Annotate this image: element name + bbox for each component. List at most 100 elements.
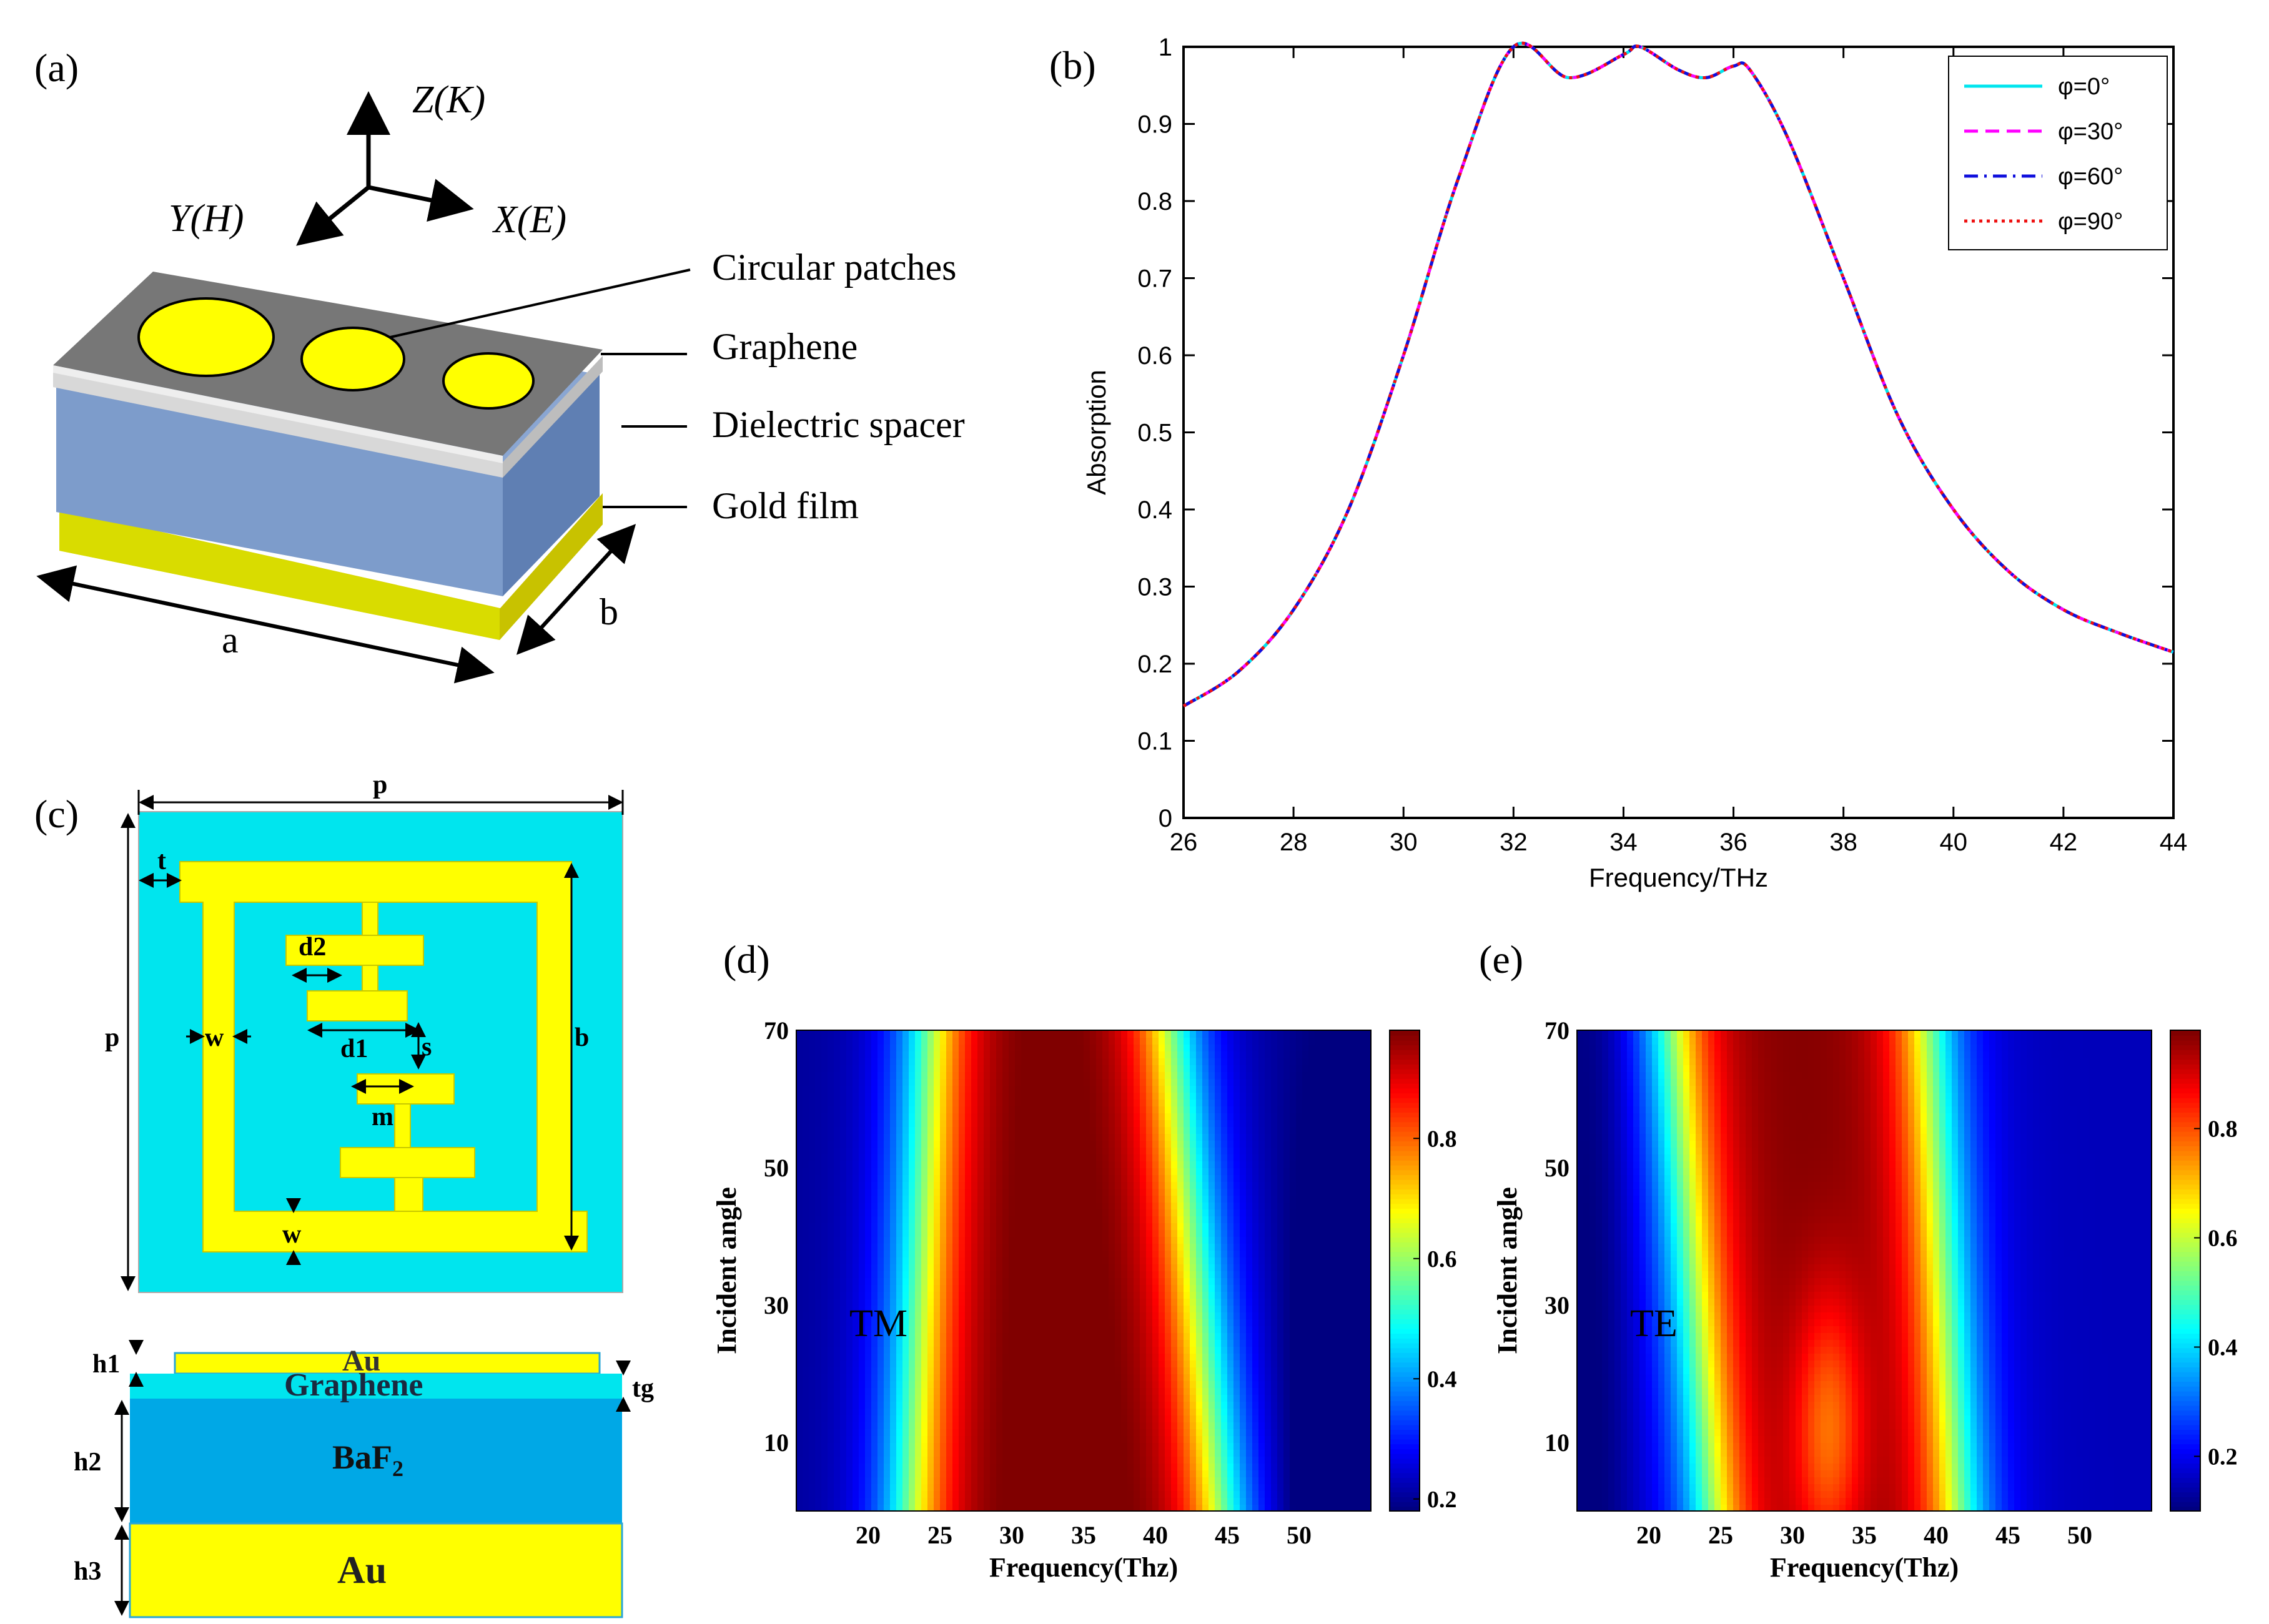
heatmap-cell <box>877 1490 884 1498</box>
heatmap-cell <box>1102 1277 1109 1285</box>
heatmap-cell <box>959 1037 966 1045</box>
heatmap-cell <box>940 1277 947 1285</box>
heatmap-cell <box>1015 1209 1022 1216</box>
heatmap-cell <box>1065 1030 1072 1038</box>
heatmap-cell <box>821 1037 828 1045</box>
heatmap-cell <box>809 1051 816 1058</box>
heatmap-cell <box>1152 1429 1159 1436</box>
heatmap-cell <box>1052 1401 1059 1409</box>
heatmap-cell <box>828 1120 834 1127</box>
heatmap-cell <box>934 1435 941 1443</box>
heatmap-cell <box>1077 1353 1084 1361</box>
heatmap-cell <box>821 1065 828 1072</box>
heatmap-cell <box>915 1264 922 1271</box>
heatmap-cell <box>1009 1463 1016 1470</box>
heatmap-cell <box>909 1065 916 1072</box>
heatmap-cell <box>1065 1277 1072 1285</box>
heatmap-cell <box>877 1216 884 1223</box>
heatmap-cell <box>934 1319 941 1326</box>
heatmap-cell <box>1127 1168 1134 1175</box>
heatmap-cell <box>1065 1367 1072 1374</box>
heatmap-cell <box>1059 1380 1065 1388</box>
heatmap-cell <box>859 1353 866 1361</box>
heatmap-cell <box>1196 1408 1203 1415</box>
heatmap-cell <box>809 1044 816 1051</box>
heatmap-cell <box>1059 1202 1065 1209</box>
heatmap-cell <box>1134 1490 1140 1498</box>
heatmap-cell <box>1090 1257 1097 1264</box>
heatmap-cell <box>1209 1470 1215 1477</box>
heatmap-cell <box>971 1277 978 1285</box>
heatmap-cell <box>1015 1339 1022 1347</box>
heatmap-cell <box>1034 1284 1041 1292</box>
heatmap-cell <box>1009 1298 1016 1306</box>
heatmap-cell <box>965 1078 972 1086</box>
heatmap-cell <box>1134 1223 1140 1230</box>
heatmap-cell <box>1146 1216 1153 1223</box>
heatmap-cell <box>1171 1408 1178 1415</box>
heatmap-cell <box>1059 1312 1065 1319</box>
heatmap-cell <box>815 1264 822 1271</box>
heatmap-cell <box>809 1078 816 1086</box>
heatmap-cell <box>896 1209 903 1216</box>
heatmap-cell <box>990 1435 997 1443</box>
heatmap-cell <box>865 1078 872 1086</box>
heatmap-cell <box>1096 1305 1103 1312</box>
heatmap-cell <box>1015 1435 1022 1443</box>
heatmap-cell <box>809 1147 816 1154</box>
heatmap-cell <box>821 1394 828 1402</box>
heatmap-cell <box>1215 1298 1222 1306</box>
heatmap-cell <box>821 1401 828 1409</box>
heatmap-cell <box>1171 1435 1178 1443</box>
heatmap-cell <box>1077 1071 1084 1079</box>
heatmap-cell <box>934 1223 941 1230</box>
heatmap-cell <box>809 1264 816 1271</box>
heatmap-cell <box>1140 1298 1147 1306</box>
heatmap-cell <box>1171 1085 1178 1093</box>
heatmap-cell <box>984 1216 991 1223</box>
heatmap-cell <box>1171 1277 1178 1285</box>
heatmap-cell <box>952 1243 959 1251</box>
heatmap-cell <box>1159 1257 1165 1264</box>
heatmap-cell <box>984 1202 991 1209</box>
heatmap-cell <box>884 1243 891 1251</box>
heatmap-cell <box>890 1216 897 1223</box>
heatmap-cell <box>859 1401 866 1409</box>
heatmap-cell <box>1165 1092 1172 1100</box>
heatmap-cell <box>902 1291 909 1299</box>
heatmap-cell <box>1084 1449 1090 1457</box>
dim-d1: d1 <box>340 1035 368 1063</box>
heatmap-cell <box>1165 1106 1172 1113</box>
heatmap-cell <box>1071 1470 1078 1477</box>
heatmap-cell <box>1090 1484 1097 1491</box>
heatmap-cell <box>821 1497 828 1505</box>
heatmap-cell <box>1015 1099 1022 1106</box>
heatmap-cell <box>1209 1380 1215 1388</box>
heatmap-cell <box>853 1188 859 1196</box>
heatmap-cell <box>1102 1442 1109 1450</box>
heatmap-cell <box>965 1113 972 1120</box>
heatmap-cell <box>1046 1257 1053 1264</box>
heatmap-cell <box>915 1408 922 1415</box>
heatmap-cell <box>1034 1449 1041 1457</box>
heatmap-cell <box>915 1277 922 1285</box>
heatmap-cell <box>1052 1044 1059 1051</box>
heatmap-cell <box>1040 1126 1047 1134</box>
heatmap-cell <box>1146 1339 1153 1347</box>
heatmap-cell <box>1021 1030 1028 1038</box>
heatmap-cell <box>896 1154 903 1161</box>
heatmap-cell <box>1084 1415 1090 1422</box>
heatmap-cell <box>921 1071 928 1079</box>
heatmap-cell <box>834 1257 841 1264</box>
heatmap-cell <box>996 1195 1003 1203</box>
heatmap-cell <box>1209 1490 1215 1498</box>
heatmap-cell <box>984 1120 991 1127</box>
heatmap-cell <box>1034 1346 1041 1354</box>
heatmap-cell <box>921 1250 928 1257</box>
heatmap-cell <box>834 1415 841 1422</box>
heatmap-cell <box>909 1078 916 1086</box>
heatmap-cell <box>965 1264 972 1271</box>
heatmap-cell <box>1065 1071 1072 1079</box>
heatmap-cell <box>1109 1380 1115 1388</box>
heatmap-cell <box>1071 1140 1078 1148</box>
